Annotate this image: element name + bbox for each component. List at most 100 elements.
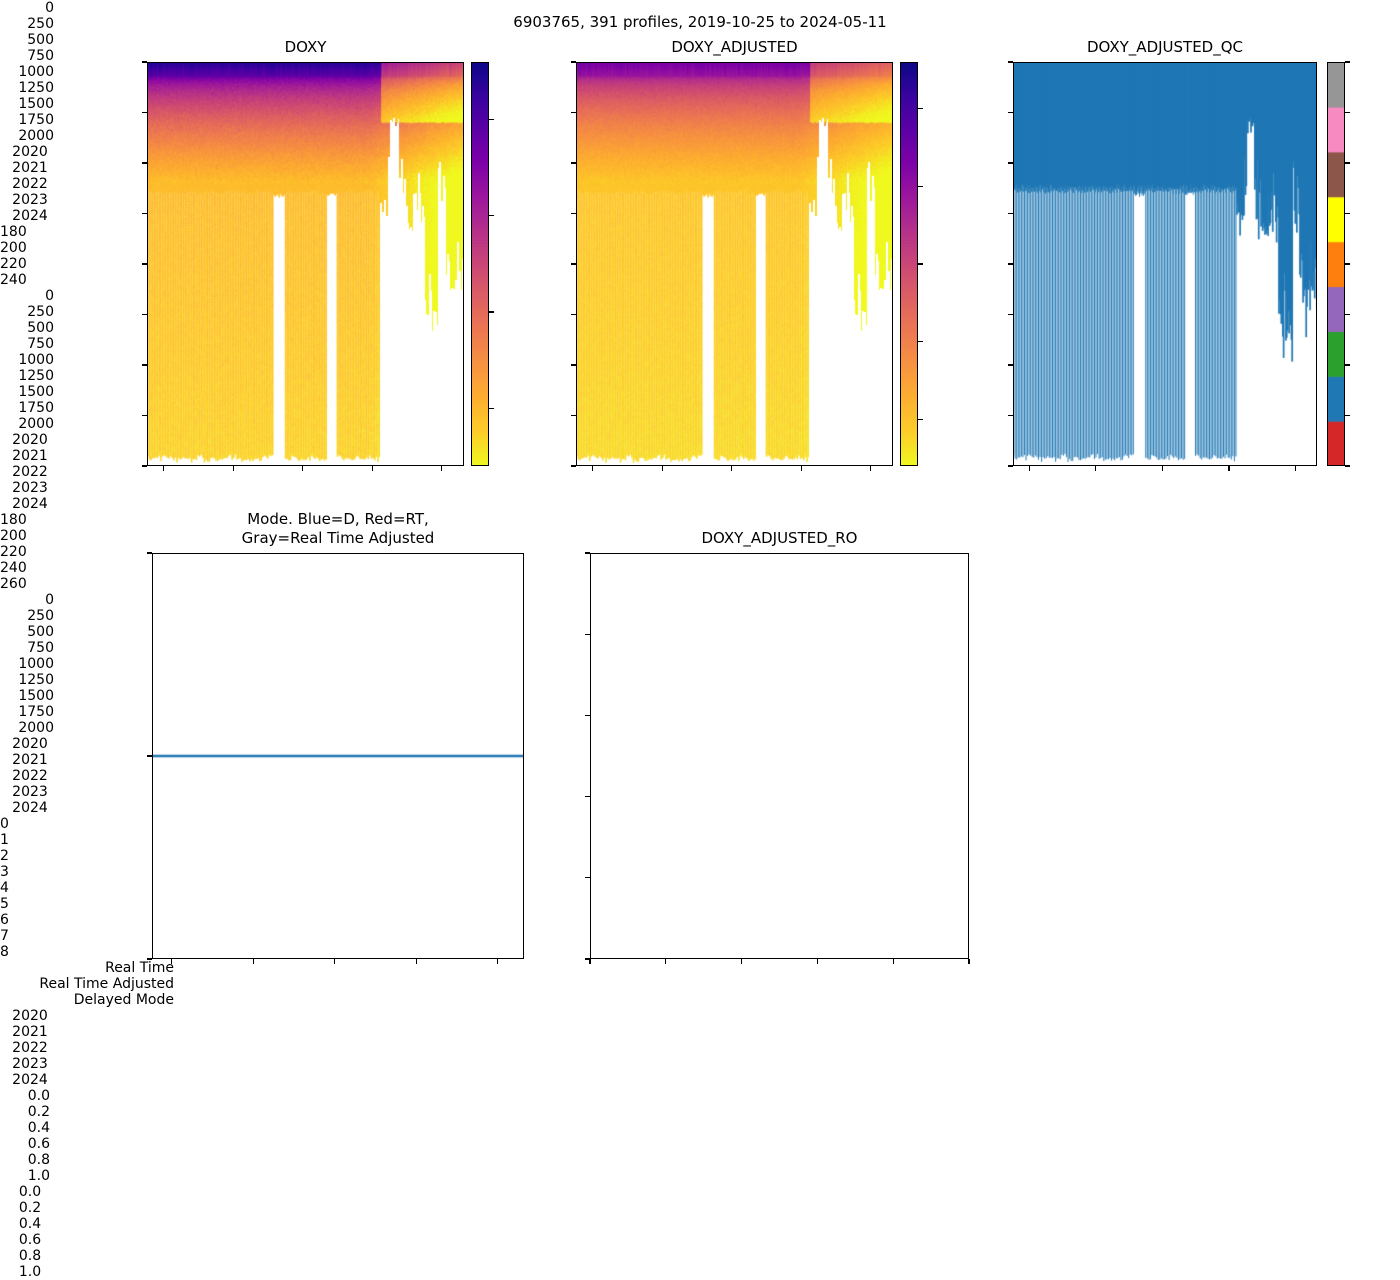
ytick-label-doxy_adjusted_qc-1500: 1500: [18, 688, 54, 704]
figure-canvas-root: 6903765, 391 profiles, 2019-10-25 to 202…: [0, 0, 1350, 1280]
xtick-label-mode-2024: 2024: [12, 1072, 48, 1088]
ytick-label-ro-2: 0.4: [27, 1120, 50, 1136]
ytick-mark-mode: [147, 958, 152, 960]
ytick-label-doxy_adjusted-1500: 1500: [18, 384, 54, 400]
ytick-label-doxy_adjusted-1250: 1250: [18, 368, 54, 384]
ytick-mark-mode: [147, 552, 152, 554]
cbtick-mark-doxy_adjusted_qc: [1345, 61, 1350, 63]
ytick-label-doxy_adjusted-2000: 2000: [18, 416, 54, 432]
ytick-mark-doxy: [142, 313, 147, 316]
cbtick-label-doxy-200: 200: [0, 240, 27, 256]
panel-title-doxy-adjusted: DOXY_ADJUSTED: [671, 38, 798, 56]
xtick-mark-ro: [589, 959, 591, 964]
xtick-mark-ro: [741, 959, 743, 964]
xtick-mark-doxy_adjusted: [661, 466, 663, 471]
ytick-label-doxy-250: 250: [27, 16, 54, 32]
ytick-mark-doxy: [142, 414, 147, 417]
ytick-mark-mode: [147, 755, 152, 757]
cbtick-label-doxy_adjusted_qc-8: 8: [0, 944, 9, 960]
xtick-label-ro-4: 0.8: [18, 1248, 42, 1264]
ytick-mark-doxy: [142, 111, 147, 114]
xtick-mark-ro: [968, 959, 970, 964]
panel-title-mode-line1: Mode. Blue=D, Red=RT,: [247, 510, 429, 528]
ytick-label-doxy-2000: 2000: [18, 128, 54, 144]
ytick-label-doxy_adjusted_qc-250: 250: [27, 608, 54, 624]
ytick-label-doxy_adjusted_qc-1750: 1750: [18, 704, 54, 720]
ytick-mark-doxy_adjusted: [571, 263, 576, 265]
cbtick-label-doxy_adjusted_qc-4: 4: [0, 880, 9, 896]
ytick-mark-doxy_adjusted: [571, 465, 576, 467]
xtick-mark-mode: [171, 959, 173, 964]
cbtick-mark-doxy_adjusted: [918, 341, 923, 343]
xtick-mark-doxy_adjusted_qc: [1228, 466, 1230, 471]
cbtick-mark-doxy_adjusted_qc: [1345, 364, 1350, 366]
ytick-label-ro-4: 0.8: [27, 1152, 50, 1168]
ytick-mark-doxy_adjusted: [571, 111, 576, 114]
xtick-label-mode-2021: 2021: [12, 1024, 48, 1040]
ytick-label-doxy_adjusted-1750: 1750: [18, 400, 54, 416]
plot-doxy-adjusted: [576, 62, 893, 466]
ytick-mark-doxy_adjusted_qc: [1008, 465, 1013, 467]
panel-title-mode-line2: Gray=Real Time Adjusted: [241, 529, 435, 547]
xtick-mark-doxy: [371, 466, 373, 471]
xtick-label-mode-2022: 2022: [12, 1040, 48, 1056]
colorbar-doxy-adjusted-qc: [1327, 62, 1345, 466]
ytick-mark-ro: [585, 877, 590, 879]
cbtick-label-doxy-220: 220: [0, 256, 27, 272]
ytick-mark-ro: [585, 552, 590, 554]
xtick-mark-doxy: [232, 466, 234, 471]
xtick-label-doxy_adjusted_qc-2020: 2020: [12, 736, 48, 752]
cbtick-mark-doxy_adjusted_qc: [1345, 465, 1350, 467]
cbtick-label-doxy-240: 240: [0, 272, 27, 288]
ytick-label-doxy_adjusted_qc-1250: 1250: [18, 672, 54, 688]
cbtick-mark-doxy_adjusted_qc: [1345, 313, 1350, 316]
cbtick-mark-doxy_adjusted_qc: [1345, 111, 1350, 114]
colorbar-doxy: [471, 62, 489, 466]
xtick-mark-mode: [334, 959, 336, 964]
ytick-mark-doxy_adjusted: [571, 212, 576, 215]
cbtick-label-doxy_adjusted_qc-6: 6: [0, 912, 9, 928]
xtick-label-doxy-2024: 2024: [12, 208, 48, 224]
ytick-mark-doxy: [142, 364, 147, 366]
ytick-label-doxy-1750: 1750: [18, 112, 54, 128]
ytick-label-ro-5: 1.0: [27, 1168, 50, 1184]
ytick-mark-doxy_adjusted_qc: [1008, 414, 1013, 417]
ytick-label-doxy_adjusted-1000: 1000: [18, 352, 54, 368]
ytick-mark-doxy_adjusted: [571, 313, 576, 316]
plot-doxy: [147, 62, 464, 466]
cbtick-label-doxy_adjusted_qc-1: 1: [0, 832, 9, 848]
figure-suptitle: 6903765, 391 profiles, 2019-10-25 to 202…: [513, 13, 887, 31]
xtick-mark-doxy_adjusted: [592, 466, 594, 471]
ytick-label-doxy-1500: 1500: [18, 96, 54, 112]
cbtick-mark-doxy: [489, 311, 494, 313]
ytick-label-doxy-0: 0: [45, 0, 54, 16]
xtick-label-doxy_adjusted-2022: 2022: [12, 464, 48, 480]
cbtick-label-doxy_adjusted_qc-2: 2: [0, 848, 9, 864]
xtick-label-ro-5: 1.0: [18, 1264, 42, 1280]
plot-doxy-adjusted-qc: [1013, 62, 1317, 466]
ytick-label-doxy_adjusted-0: 0: [45, 288, 54, 304]
cbtick-mark-doxy_adjusted_qc: [1345, 414, 1350, 417]
ytick-mark-doxy: [142, 212, 147, 215]
xtick-mark-ro: [892, 959, 894, 964]
ytick-mark-doxy_adjusted_qc: [1008, 162, 1013, 164]
cbtick-label-doxy_adjusted-180: 180: [0, 512, 27, 528]
ytick-mark-doxy_adjusted_qc: [1008, 263, 1013, 265]
xtick-mark-doxy: [441, 466, 443, 471]
xtick-mark-ro: [816, 959, 818, 964]
xtick-label-doxy_adjusted-2021: 2021: [12, 448, 48, 464]
ytick-mark-doxy_adjusted: [571, 364, 576, 366]
ytick-mark-doxy_adjusted: [571, 162, 576, 164]
panel-title-doxy: DOXY: [284, 38, 327, 56]
xtick-mark-ro: [665, 959, 667, 964]
cbtick-mark-doxy: [489, 407, 494, 409]
xtick-label-doxy-2020: 2020: [12, 144, 48, 160]
xtick-mark-doxy: [302, 466, 304, 471]
ytick-mark-doxy_adjusted_qc: [1008, 111, 1013, 114]
xtick-label-doxy-2022: 2022: [12, 176, 48, 192]
ytick-mark-doxy: [142, 61, 147, 63]
ytick-label-doxy_adjusted_qc-1000: 1000: [18, 656, 54, 672]
ytick-label-doxy_adjusted_qc-2000: 2000: [18, 720, 54, 736]
xtick-label-doxy_adjusted-2020: 2020: [12, 432, 48, 448]
cbtick-mark-doxy: [489, 119, 494, 121]
